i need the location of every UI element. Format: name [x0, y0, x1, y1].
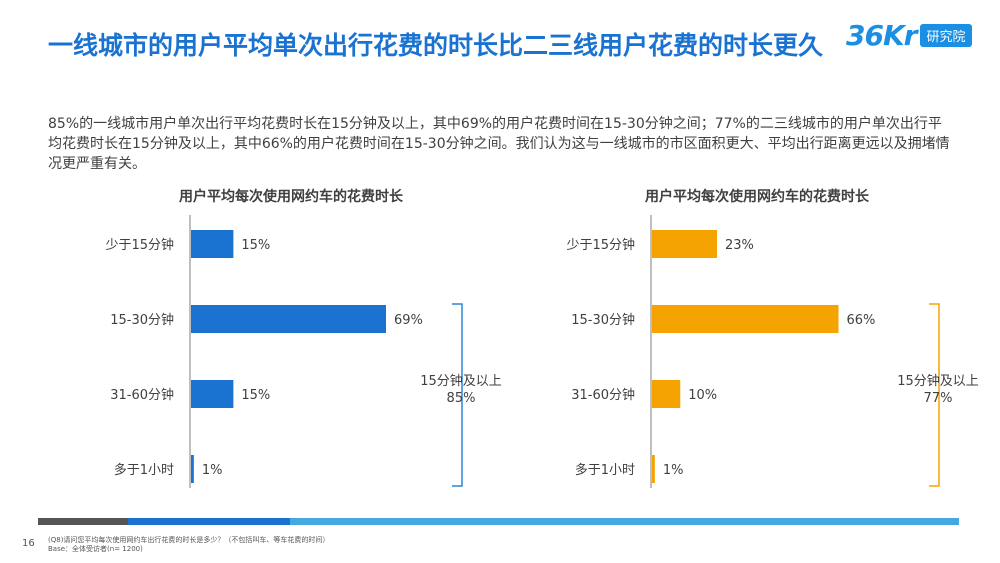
left-category-label-1: 15-30分钟	[110, 312, 174, 328]
right-category-label-3: 多于1小时	[575, 462, 635, 478]
left-bar-1	[191, 305, 386, 333]
left-bracket-label: 15分钟及以上 85%	[406, 373, 516, 407]
left-bracket-line1: 15分钟及以上	[420, 374, 502, 389]
footnote-base: Base：全体受访者(n= 1200)	[48, 545, 143, 553]
left-value-label-1: 69%	[394, 313, 423, 328]
left-category-label-3: 多于1小时	[114, 462, 174, 478]
left-category-label-2: 31-60分钟	[110, 387, 174, 403]
right-chart-title: 用户平均每次使用网约车的花费时长	[645, 189, 869, 205]
left-bar-3	[191, 455, 194, 483]
left-bar-0	[191, 230, 234, 258]
right-bar-1	[652, 305, 839, 333]
right-bar-3	[652, 455, 655, 483]
footnote-question: (Q8)请问您平均每次使用网约车出行花费的时长是多少？（不包括叫车、等车花费的时…	[48, 536, 330, 544]
right-value-label-1: 66%	[847, 313, 876, 328]
left-bracket	[452, 303, 463, 487]
right-bracket	[929, 303, 940, 487]
right-bracket-line2: 77%	[923, 391, 953, 406]
left-value-label-3: 1%	[202, 463, 223, 478]
description-text: 85%的一线城市用户单次出行平均花费时长在15分钟及以上，其中69%的用户花费时…	[48, 116, 950, 172]
footer-bar-light	[290, 518, 959, 525]
left-chart-title: 用户平均每次使用网约车的花费时长	[179, 189, 403, 205]
right-chart: 少于15分钟 23% 15-30分钟 66% 31-60分钟 10% 多于1小时 1%	[566, 215, 940, 488]
page-number: 16	[22, 538, 35, 549]
left-bar-2	[191, 380, 234, 408]
footnote: (Q8)请问您平均每次使用网约车出行花费的时长是多少？（不包括叫车、等车花费的时…	[48, 536, 329, 554]
right-category-label-0: 少于15分钟	[566, 237, 635, 253]
logo-badge: 研究院	[920, 23, 972, 47]
brand-logo: 36Kr 研究院	[846, 18, 972, 52]
right-value-label-2: 10%	[688, 388, 717, 403]
footer-bar-blue	[128, 518, 290, 525]
left-bracket-line2: 85%	[446, 391, 476, 406]
left-category-label-0: 少于15分钟	[105, 237, 174, 253]
right-value-label-3: 1%	[663, 463, 684, 478]
left-chart: 少于15分钟 15% 15-30分钟 69% 31-60分钟 15% 多于1小时 1%	[105, 215, 463, 488]
right-bracket-line1: 15分钟及以上	[897, 374, 979, 389]
right-category-label-2: 31-60分钟	[571, 387, 635, 403]
right-value-label-0: 23%	[725, 238, 754, 253]
right-category-label-1: 15-30分钟	[571, 312, 635, 328]
right-bar-2	[652, 380, 681, 408]
right-bracket-label: 15分钟及以上 77%	[883, 373, 993, 407]
logo-mark: 36Kr	[846, 18, 917, 52]
footer-bar-dark	[38, 518, 128, 525]
left-value-label-2: 15%	[241, 388, 270, 403]
left-value-label-0: 15%	[241, 238, 270, 253]
right-bar-0	[652, 230, 717, 258]
page-title: 一线城市的用户平均单次出行花费的时长比二三线用户花费的时长更久	[48, 31, 824, 60]
